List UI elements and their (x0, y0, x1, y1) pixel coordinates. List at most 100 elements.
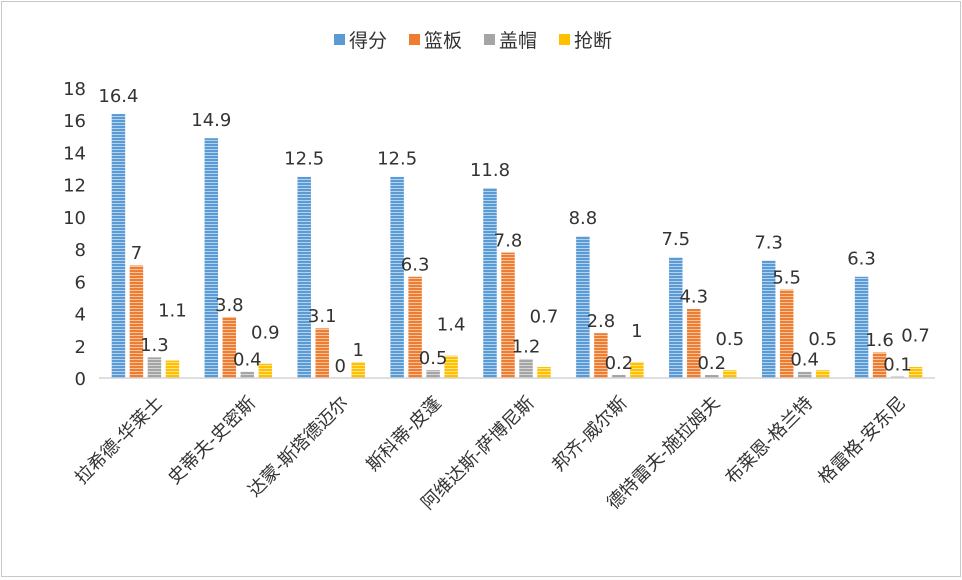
data-label: 1 (352, 340, 363, 361)
data-label: 3.1 (308, 306, 337, 327)
y-tick-label: 18 (63, 79, 86, 100)
data-label: 0.9 (251, 323, 280, 344)
legend-swatch (334, 34, 345, 45)
bar-texture (258, 363, 273, 378)
x-tick-label: 史蒂夫-史密斯 (164, 393, 260, 489)
bar-texture (501, 252, 515, 378)
bar-texture (890, 376, 905, 378)
y-tick-label: 12 (63, 176, 86, 197)
legend-swatch (484, 34, 495, 45)
bar-texture (222, 316, 237, 378)
data-label: 5.5 (772, 267, 801, 288)
bar-texture (797, 371, 812, 378)
y-tick-label: 2 (75, 337, 86, 358)
legend-label: 篮板 (424, 30, 462, 52)
bar-texture (593, 332, 608, 378)
legend: 得分 篮板 盖帽 抢断 (334, 30, 612, 52)
data-label: 12.5 (377, 149, 417, 170)
data-label: 16.4 (98, 86, 138, 107)
legend-label: 抢断 (574, 30, 612, 52)
data-label: 0.7 (530, 307, 559, 328)
bar-texture (704, 374, 719, 378)
y-tick-label: 14 (63, 143, 86, 164)
bar-texture (629, 361, 644, 378)
x-tick-label: 达蒙-斯塔德迈尔 (244, 393, 353, 502)
y-tick-label: 8 (75, 240, 86, 261)
data-label: 8.8 (569, 208, 598, 229)
data-label: 1.4 (437, 314, 466, 335)
data-label: 3.8 (215, 295, 244, 316)
x-tick-label: 拉希德-华莱士 (71, 393, 167, 489)
data-label: 0.5 (715, 329, 744, 350)
bar-texture (668, 257, 683, 378)
x-tick-label: 布莱恩-格兰特 (721, 393, 817, 489)
bar-texture (351, 361, 366, 378)
data-label: 6.3 (847, 249, 876, 270)
data-label: 11.8 (470, 160, 510, 181)
legend-label: 得分 (349, 30, 387, 52)
bar-texture (575, 236, 590, 378)
data-label: 6.3 (401, 255, 430, 276)
data-label: 0.7 (901, 326, 930, 347)
bar-texture (537, 366, 551, 378)
data-label: 0.5 (808, 329, 837, 350)
data-label: 0.2 (697, 353, 726, 374)
data-label: 0.1 (883, 354, 912, 375)
data-label: 1.6 (865, 330, 894, 351)
legend-swatch (559, 34, 570, 45)
bar-texture (872, 352, 887, 378)
data-label: 7.3 (754, 232, 783, 253)
data-label: 1.3 (140, 335, 169, 356)
bar-texture (240, 371, 255, 378)
y-axis: 0 2 4 6 8 10 12 14 16 18 (63, 79, 86, 390)
bar-texture (315, 328, 330, 378)
data-label: 1.2 (512, 337, 541, 358)
data-label: 0.4 (233, 350, 262, 371)
legend-swatch (409, 34, 420, 45)
bar-texture (722, 369, 737, 378)
bar-texture (390, 176, 405, 378)
y-tick-label: 4 (75, 305, 86, 326)
bar-texture (129, 265, 144, 378)
data-label: 0 (334, 356, 345, 377)
data-label: 7.8 (494, 230, 523, 251)
bar-texture (111, 113, 126, 379)
x-tick-label: 格雷格-安东尼 (814, 393, 910, 489)
bars (111, 113, 923, 379)
y-tick-label: 16 (63, 111, 86, 132)
data-label: 0.2 (605, 353, 634, 374)
data-labels: 16.471.31.114.93.80.40.912.53.10112.56.3… (98, 86, 929, 377)
data-label: 1.1 (158, 300, 187, 321)
data-label: 0.4 (790, 350, 819, 371)
bar-texture (761, 260, 776, 378)
data-label: 14.9 (191, 110, 231, 131)
bar-texture (815, 369, 830, 378)
data-label: 4.3 (679, 287, 708, 308)
data-label: 7 (131, 243, 142, 264)
bar-texture (147, 357, 162, 378)
bar-texture (408, 276, 423, 378)
bar-texture (483, 187, 497, 378)
data-label: 7.5 (661, 229, 690, 250)
bar-texture (908, 366, 923, 378)
y-tick-label: 10 (63, 208, 86, 229)
data-label: 2.8 (587, 311, 616, 332)
bar-texture (426, 369, 441, 378)
y-tick-label: 6 (75, 272, 86, 293)
bar-texture (444, 355, 459, 378)
x-tick-label: 邦齐-威尔斯 (548, 393, 631, 476)
bar-texture (854, 276, 869, 378)
bar-texture (165, 360, 180, 378)
bar-texture (297, 176, 312, 378)
bar-texture (686, 308, 701, 378)
bar-texture (779, 289, 794, 378)
legend-label: 盖帽 (499, 30, 537, 52)
data-label: 1 (631, 321, 642, 342)
y-tick-label: 0 (75, 369, 86, 390)
data-label: 12.5 (284, 149, 324, 170)
bar-texture (611, 374, 626, 378)
bar-texture (519, 358, 533, 378)
